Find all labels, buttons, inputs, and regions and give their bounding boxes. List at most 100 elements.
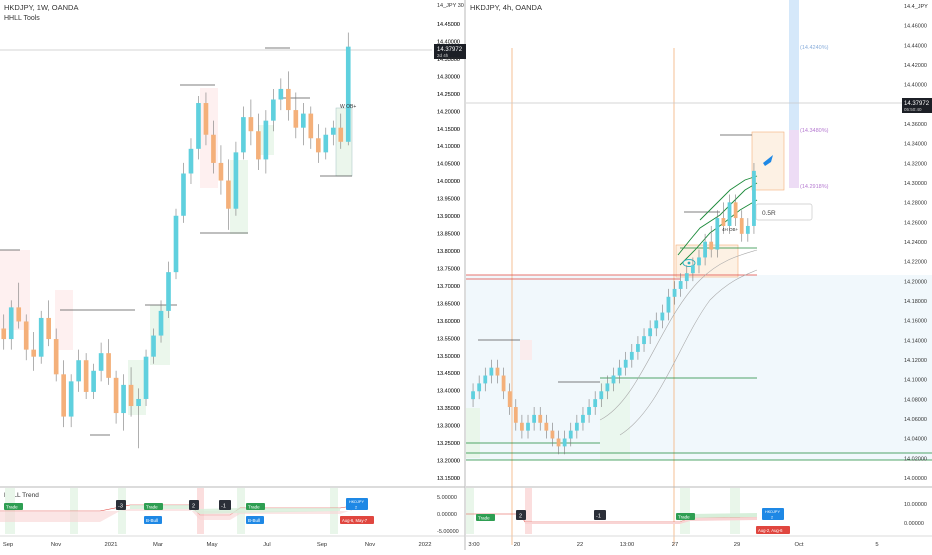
left-price-tick-label: 13.80000 <box>437 249 460 255</box>
right-inner-price-axis[interactable]: 14.45000 14.40000 14.35000 14.30000 14.25000… <box>437 22 460 482</box>
right-badge-minus1: -1 <box>594 510 606 520</box>
eye-icon <box>682 259 696 267</box>
right-time-axis[interactable]: 3:00 20 22 13:00 27 29 Oct 5 <box>468 542 878 548</box>
right-inner-price-tick-label: 13.25000 <box>437 441 460 447</box>
svg-text:HKDJPY: HKDJPY <box>765 510 780 514</box>
right-inner-price-tick-label: 13.80000 <box>437 249 460 255</box>
left-candle <box>53 339 59 375</box>
left-candle <box>136 398 141 407</box>
right-candle <box>648 328 653 337</box>
left-sub-tick-label: 0.00000 <box>437 512 457 518</box>
svg-text:Aug-6, May-7: Aug-6, May-7 <box>342 518 368 523</box>
right-candle <box>636 344 640 352</box>
left-zone-red-2 <box>55 290 73 350</box>
left-candle <box>315 138 321 153</box>
left-trend-fill-green <box>130 505 340 514</box>
right-inner-price-tick-label: 13.85000 <box>437 232 460 238</box>
left-candle <box>278 88 284 100</box>
right-candle <box>605 383 610 392</box>
left-candle <box>173 215 179 273</box>
right-candle <box>593 399 598 408</box>
right-candle <box>489 367 494 376</box>
right-candle <box>471 391 475 400</box>
left-symbol-title: HKDJPY, 1W, OANDA <box>4 3 78 12</box>
right-trend-fill-red <box>525 518 757 524</box>
left-price-axis[interactable]: 14.45000 14.40000 14.35000 14.30000 14.25000… <box>437 22 460 482</box>
right-candle <box>562 438 567 447</box>
left-ob-label: W OB+ <box>340 104 356 110</box>
right-inner-price-tick-label: 14.40000 <box>437 39 460 45</box>
left-candle <box>308 113 314 139</box>
left-candle <box>226 180 231 209</box>
right-candle <box>660 312 665 321</box>
right-badge-trade-2: Trade <box>676 513 695 520</box>
left-candle <box>158 310 164 336</box>
right-candle <box>599 391 604 400</box>
right-candle <box>495 367 500 376</box>
left-candle <box>106 353 111 378</box>
right-price-tick-label: 14.40000 <box>904 83 927 89</box>
left-candle <box>38 317 44 357</box>
left-candle <box>113 377 119 414</box>
left-price-tick-label: 14.15000 <box>437 127 460 133</box>
right-badge-trade-1: Trade <box>476 514 495 521</box>
left-price-tick-label: 13.50000 <box>437 354 460 360</box>
svg-text:2: 2 <box>192 504 195 510</box>
right-sub-zone-g2 <box>680 488 690 534</box>
right-sub-zone-g1 <box>466 488 474 534</box>
left-candle <box>345 46 351 142</box>
svg-text:Trade: Trade <box>478 516 490 521</box>
right-price-tick-label: 14.10000 <box>904 378 927 384</box>
right-zone-red <box>520 340 532 360</box>
left-time-label: Nov <box>365 542 375 548</box>
right-panel <box>466 0 932 545</box>
left-zone-green-1 <box>230 160 248 234</box>
left-price-tick-label: 13.30000 <box>437 424 460 430</box>
right-price-tick-label: 14.08000 <box>904 397 927 403</box>
right-inner-price-tick-label: 14.05000 <box>437 162 460 168</box>
right-target-label-1: (14.4240%) <box>800 45 829 51</box>
left-time-label: Sep <box>317 542 327 548</box>
right-inner-price-tick-label: 13.95000 <box>437 197 460 203</box>
left-candle <box>211 134 216 163</box>
right-candle <box>532 414 537 423</box>
left-price-tick-label: 14.25000 <box>437 92 460 98</box>
right-corner-label: 14_JPY 30 <box>437 3 464 9</box>
svg-text:2: 2 <box>771 516 773 520</box>
right-candle <box>690 265 695 274</box>
right-candle <box>733 202 738 219</box>
right-inner-price-tick-label: 13.70000 <box>437 284 460 290</box>
left-badge-minus3: -3 <box>116 500 126 510</box>
left-candle <box>151 335 156 357</box>
right-zone-green-1 <box>466 408 480 458</box>
rocket-icon <box>763 155 773 166</box>
right-price-axis[interactable]: 14.4_JPY 14.46000 14.44000 14.42000 14.40000… <box>904 4 928 482</box>
right-price-tick-label: 14.14000 <box>904 338 927 344</box>
right-candle <box>513 407 518 423</box>
left-time-axis[interactable]: Sep Nov 2021 Mar May Jul Sep Nov 2022 <box>3 542 432 548</box>
right-target-zone-purple <box>789 130 799 188</box>
right-price-tick-label: 14.46000 <box>904 24 927 30</box>
left-time-label: Mar <box>153 542 163 548</box>
right-price-tick-label: 14.26000 <box>904 220 927 226</box>
left-candle <box>83 360 89 392</box>
right-inner-price-tick-label: 13.35000 <box>437 406 460 412</box>
right-candle <box>654 320 659 329</box>
left-price-tick-label: 14.30000 <box>437 74 460 80</box>
right-band-line-1 <box>599 249 758 421</box>
left-badge-bbull-2: B-Bull <box>246 516 264 524</box>
left-price-tick-label: 13.55000 <box>437 336 460 342</box>
left-price-tick-label: 13.15000 <box>437 476 460 482</box>
right-price-tick-label: 14.04000 <box>904 437 927 443</box>
svg-text:2: 2 <box>355 506 357 510</box>
left-price-tick-label: 14.10000 <box>437 144 460 150</box>
right-candle <box>587 407 591 415</box>
right-candle <box>709 241 714 250</box>
left-candle <box>271 99 276 121</box>
right-badge-2: 2 <box>516 510 526 520</box>
right-trail-line-1 <box>677 182 758 256</box>
right-candle <box>703 241 707 258</box>
right-candle <box>666 296 671 313</box>
